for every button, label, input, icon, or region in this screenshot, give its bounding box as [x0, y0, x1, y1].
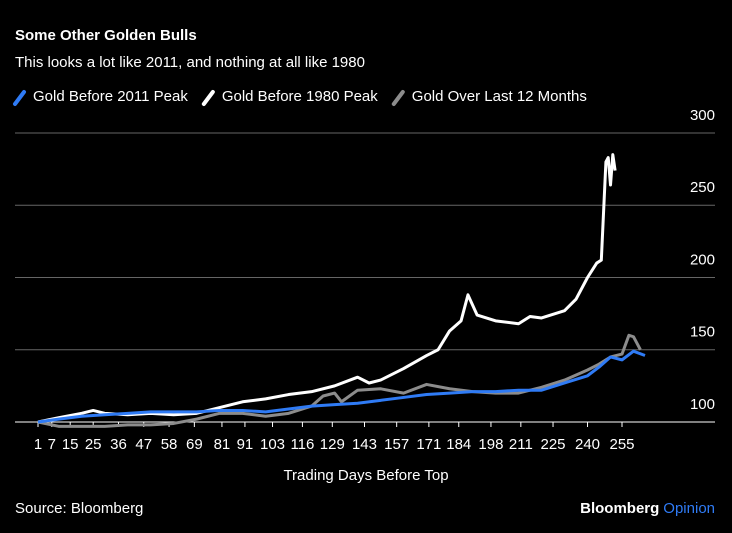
x-tick-label: 129	[320, 436, 345, 453]
x-tick-label: 240	[575, 436, 600, 453]
brand-suffix: Opinion	[663, 500, 715, 517]
legend-swatch	[13, 90, 26, 106]
brand: Bloomberg Opinion	[580, 500, 715, 517]
x-tick-label: 171	[416, 436, 441, 453]
x-tick-label: 184	[446, 436, 471, 453]
x-tick-label: 103	[260, 436, 285, 453]
legend-swatch	[201, 90, 215, 106]
x-tick-label: 157	[384, 436, 409, 453]
x-axis-label: Trading Days Before Top	[283, 467, 448, 484]
chart-subtitle: This looks a lot like 2011, and nothing …	[15, 54, 365, 71]
x-tick-label: 25	[85, 436, 102, 453]
x-tick-label: 58	[161, 436, 178, 453]
x-tick-label: 116	[290, 436, 314, 453]
y-tick-label: 200	[690, 251, 715, 268]
legend-label: Gold Before 1980 Peak	[222, 88, 378, 105]
x-tick-label: 91	[237, 436, 254, 453]
line-series	[37, 333, 642, 428]
x-tick-label: 1	[34, 436, 42, 453]
legend-swatch	[391, 90, 405, 106]
legend-label: Gold Over Last 12 Months	[412, 88, 587, 105]
chart-title: Some Other Golden Bulls	[15, 27, 197, 44]
x-tick-label: 69	[186, 436, 203, 453]
x-tick-label: 211	[509, 436, 533, 453]
y-tick-label: 250	[690, 179, 715, 196]
x-tick-label: 15	[62, 436, 79, 453]
source: Source: Bloomberg	[15, 500, 143, 517]
x-tick-label: 47	[135, 436, 152, 453]
x-tick-label: 255	[609, 436, 634, 453]
y-tick-label: 100	[690, 396, 715, 413]
line-series	[37, 153, 617, 424]
legend-label: Gold Before 2011 Peak	[33, 88, 188, 105]
x-tick-label: 198	[478, 436, 503, 453]
x-tick-label: 81	[214, 436, 231, 453]
x-tick-label: 225	[541, 436, 566, 453]
y-tick-label: 150	[690, 324, 715, 341]
x-tick-label: 143	[352, 436, 377, 453]
x-tick-label: 7	[48, 436, 56, 453]
y-tick-label: 300	[690, 107, 715, 124]
line-series	[37, 349, 646, 424]
x-tick-label: 36	[110, 436, 127, 453]
brand-name: Bloomberg	[580, 500, 659, 517]
